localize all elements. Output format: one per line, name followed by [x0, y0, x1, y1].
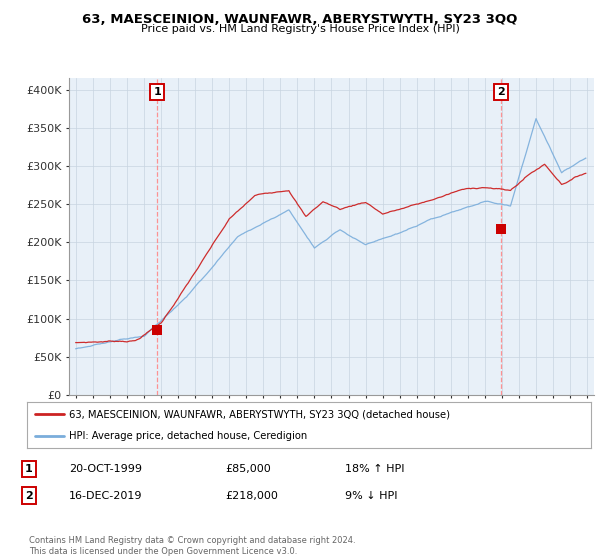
- Text: 63, MAESCEINION, WAUNFAWR, ABERYSTWYTH, SY23 3QQ (detached house): 63, MAESCEINION, WAUNFAWR, ABERYSTWYTH, …: [70, 409, 450, 419]
- Text: 1: 1: [154, 87, 161, 97]
- Text: 20-OCT-1999: 20-OCT-1999: [69, 464, 142, 474]
- Text: £85,000: £85,000: [225, 464, 271, 474]
- Text: £218,000: £218,000: [225, 491, 278, 501]
- Text: 2: 2: [25, 491, 32, 501]
- Text: 18% ↑ HPI: 18% ↑ HPI: [345, 464, 404, 474]
- Text: 16-DEC-2019: 16-DEC-2019: [69, 491, 143, 501]
- Text: 9% ↓ HPI: 9% ↓ HPI: [345, 491, 398, 501]
- Text: 2: 2: [497, 87, 505, 97]
- Text: Contains HM Land Registry data © Crown copyright and database right 2024.
This d: Contains HM Land Registry data © Crown c…: [29, 536, 355, 556]
- Text: HPI: Average price, detached house, Ceredigion: HPI: Average price, detached house, Cere…: [70, 431, 308, 441]
- Text: 1: 1: [25, 464, 32, 474]
- Text: Price paid vs. HM Land Registry's House Price Index (HPI): Price paid vs. HM Land Registry's House …: [140, 24, 460, 34]
- Text: 63, MAESCEINION, WAUNFAWR, ABERYSTWYTH, SY23 3QQ: 63, MAESCEINION, WAUNFAWR, ABERYSTWYTH, …: [82, 13, 518, 26]
